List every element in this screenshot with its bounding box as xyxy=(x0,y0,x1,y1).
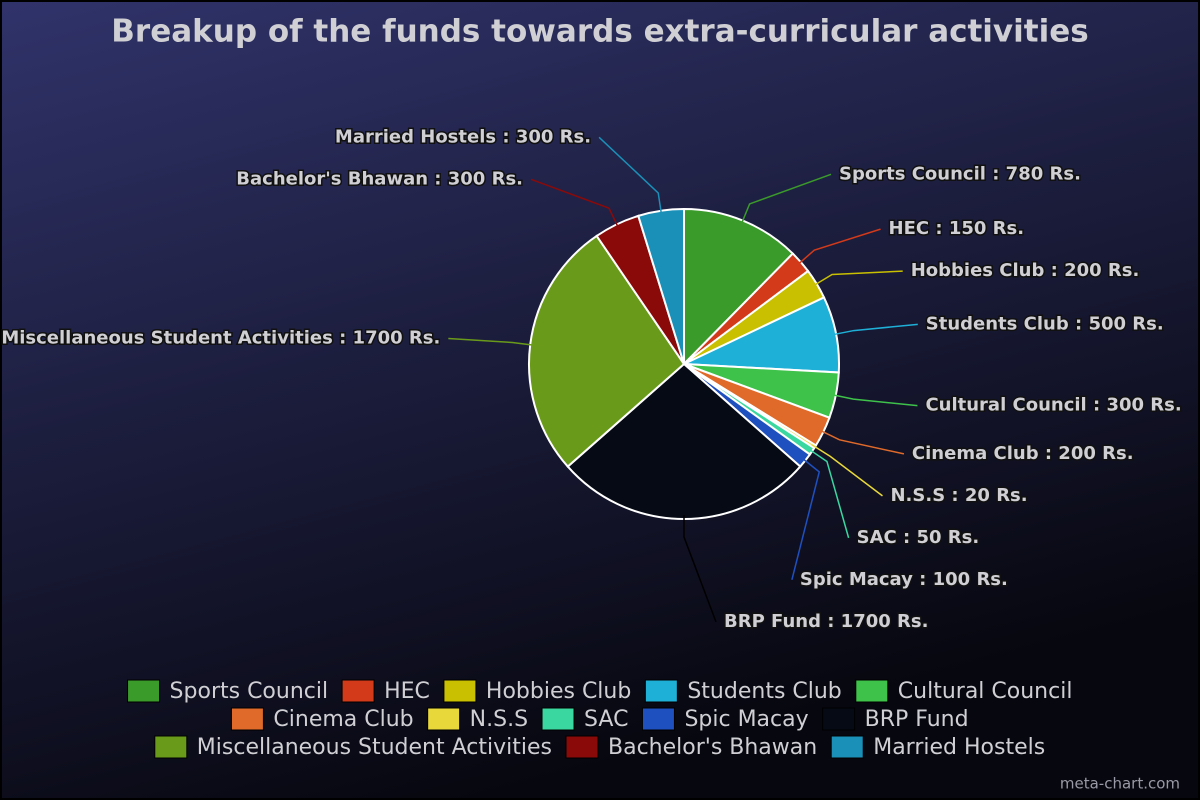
data-label: Cultural Council : 300 Rs. xyxy=(925,395,1181,416)
legend-swatch xyxy=(341,679,375,703)
legend-row: Sports Council HEC Hobbies Club Students Cl… xyxy=(127,679,1073,704)
legend-swatch xyxy=(855,679,889,703)
data-label: HEC : 150 Rs. xyxy=(889,218,1025,239)
legend-label: Spic Macay xyxy=(684,707,808,732)
data-label: Sports Council : 780 Rs. xyxy=(839,163,1081,184)
legend-item: Sports Council xyxy=(127,679,329,704)
legend-item: N.S.S xyxy=(427,707,528,732)
data-label: Married Hostels : 300 Rs. xyxy=(335,126,591,147)
legend-label: Sports Council xyxy=(170,679,329,704)
legend-item: Cinema Club xyxy=(230,707,414,732)
legend-swatch xyxy=(565,735,599,759)
legend-item: SAC xyxy=(541,707,628,732)
legend-label: Miscellaneous Student Activities xyxy=(197,735,552,760)
legend-row: Miscellaneous Student Activities Bachelor… xyxy=(154,735,1045,760)
legend-item: Married Hostels xyxy=(830,735,1045,760)
data-label: BRP Fund : 1700 Rs. xyxy=(724,611,928,632)
leader-line xyxy=(808,448,850,539)
leader-line xyxy=(598,136,663,215)
legend-item: Students Club xyxy=(644,679,842,704)
leader-line xyxy=(811,444,883,497)
legend-item: Cultural Council xyxy=(855,679,1073,704)
leader-line xyxy=(831,393,918,407)
legend-swatch xyxy=(427,707,461,731)
chart-title: Breakup of the funds towards extra-curri… xyxy=(111,14,1088,50)
leader-line xyxy=(812,270,903,287)
legend-label: N.S.S xyxy=(470,707,528,732)
legend-item: Bachelor's Bhawan xyxy=(565,735,817,760)
legend-label: Cultural Council xyxy=(898,679,1073,704)
legend-swatch xyxy=(154,735,188,759)
legend-swatch xyxy=(443,679,477,703)
legend-swatch xyxy=(644,679,678,703)
legend-swatch xyxy=(822,707,856,731)
legend-label: Hobbies Club xyxy=(486,679,631,704)
credit: meta-chart.com xyxy=(1060,775,1180,793)
legend-item: HEC xyxy=(341,679,430,704)
data-label: Spic Macay : 100 Rs. xyxy=(800,569,1008,590)
legend-label: HEC xyxy=(384,679,430,704)
data-label: Bachelor's Bhawan : 300 Rs. xyxy=(236,168,523,189)
legend-swatch xyxy=(641,707,675,731)
legend-item: Spic Macay xyxy=(641,707,809,732)
leader-line xyxy=(791,457,821,581)
legend-item: Miscellaneous Student Activities xyxy=(154,735,552,760)
legend-label: SAC xyxy=(584,707,628,732)
legend-swatch xyxy=(830,735,864,759)
leader-line xyxy=(740,173,832,225)
leader-line xyxy=(819,429,905,455)
data-label: Cinema Club : 200 Rs. xyxy=(912,443,1134,464)
legend-item: BRP Fund xyxy=(822,707,969,732)
data-label: Hobbies Club : 200 Rs. xyxy=(911,260,1140,281)
leader-line xyxy=(448,337,535,346)
data-label: Students Club : 500 Rs. xyxy=(926,313,1164,334)
legend-label: BRP Fund xyxy=(865,707,969,732)
legend-item: Hobbies Club xyxy=(443,679,631,704)
legend-swatch xyxy=(541,707,575,731)
leader-line xyxy=(832,323,918,336)
legend-label: Bachelor's Bhawan xyxy=(608,735,817,760)
legend-row: Cinema Club N.S.S SAC Spic Macay BRP Fund xyxy=(230,707,969,732)
legend-label: Students Club xyxy=(687,679,841,704)
legend-swatch xyxy=(230,707,264,731)
legend-label: Married Hostels xyxy=(873,735,1045,760)
leader-line xyxy=(530,178,620,229)
leader-line xyxy=(797,228,881,266)
data-label: N.S.S : 20 Rs. xyxy=(890,485,1027,506)
data-label: Miscellaneous Student Activities : 1700 … xyxy=(1,328,440,349)
legend-swatch xyxy=(127,679,161,703)
data-label: SAC : 50 Rs. xyxy=(857,527,980,548)
leader-line xyxy=(683,515,717,623)
legend-label: Cinema Club xyxy=(273,707,413,732)
